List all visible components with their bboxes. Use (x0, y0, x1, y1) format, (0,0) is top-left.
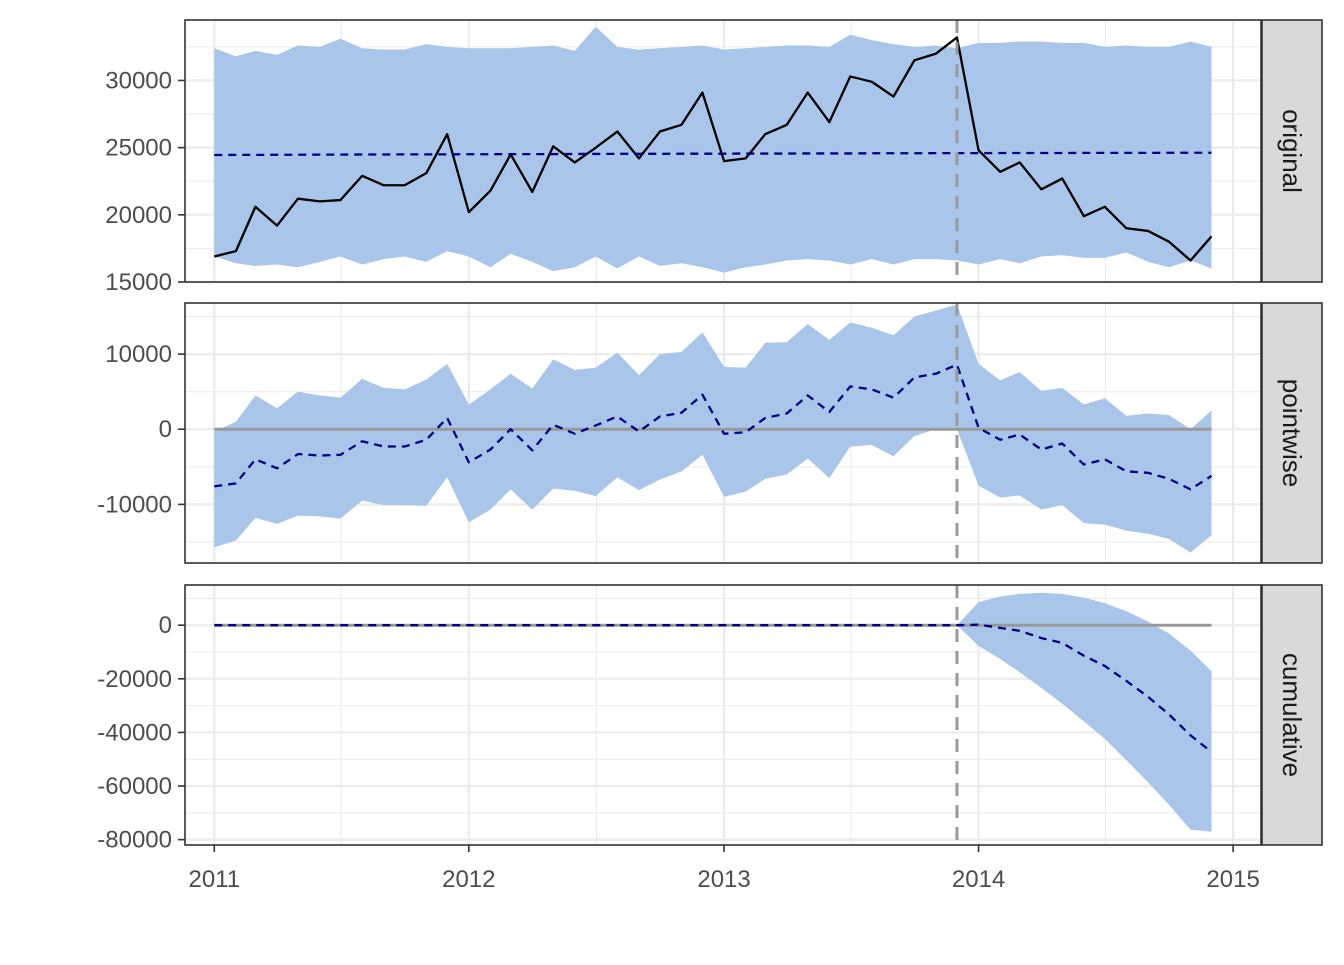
facet-strip-label: pointwise (1277, 379, 1307, 487)
series-line-observed (214, 36, 1213, 262)
facet-strip (1261, 19, 1323, 283)
panel-border (184, 302, 1262, 564)
interval-band (214, 26, 1212, 273)
panel-pointwise: -10000 0 10000 pointwise (97, 302, 1323, 564)
y-tick-label: -80000 (97, 827, 172, 854)
x-tick-label: 2015 (1206, 866, 1259, 893)
facet-strip-label: cumulative (1277, 653, 1307, 777)
x-tick-label: 2014 (952, 866, 1005, 893)
panel-original: 15000 20000 25000 30000 original (105, 19, 1323, 296)
y-tick-label: -40000 (97, 719, 172, 746)
x-tick-label: 2013 (697, 866, 750, 893)
interval-band (214, 592, 1212, 832)
series-line-effect (214, 363, 1213, 491)
y-tick-label: 20000 (105, 202, 172, 229)
series-line-cumulative-effect (214, 623, 1213, 753)
y-tick-label: -20000 (97, 666, 172, 693)
series-line-predicted (214, 151, 1212, 157)
facet-strip (1261, 302, 1323, 564)
y-tick-label: 0 (159, 416, 172, 443)
panel-cumulative: -80000 -60000 -40000 -20000 0 cumulative (97, 584, 1323, 854)
y-tick-label: 0 (159, 612, 172, 639)
y-tick-label: -10000 (97, 491, 172, 518)
y-tick-label: -60000 (97, 773, 172, 800)
y-tick-label: 30000 (105, 67, 172, 94)
facet-strip (1261, 584, 1323, 846)
facet-strip-label: original (1277, 109, 1307, 193)
panel-border (184, 584, 1262, 846)
y-tick-label: 10000 (105, 341, 172, 368)
y-tick-label: 15000 (105, 269, 172, 296)
x-tick-label: 2011 (188, 866, 240, 893)
y-tick-label: 25000 (105, 135, 172, 162)
x-axis: 2011 2012 2013 2014 2015 (188, 845, 1260, 893)
panel-border (184, 19, 1262, 283)
x-tick-label: 2012 (442, 866, 495, 893)
